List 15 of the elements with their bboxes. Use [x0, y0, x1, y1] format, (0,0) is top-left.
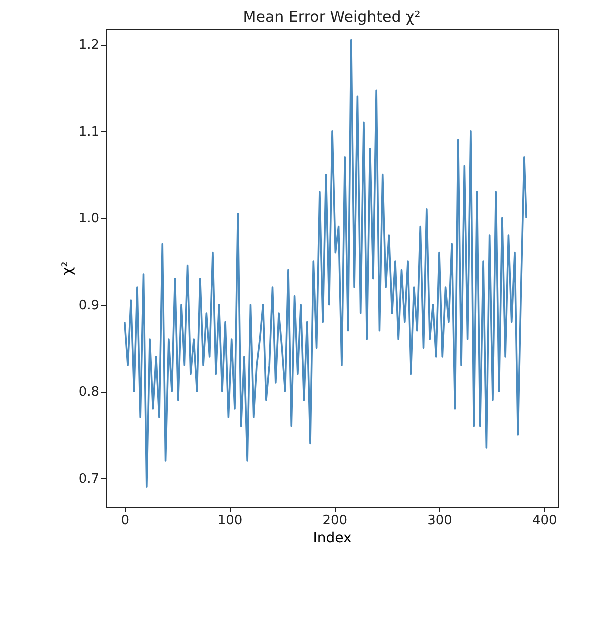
x-tick-label: 0 [121, 514, 130, 528]
chart-title: Mean Error Weighted χ² [243, 8, 421, 26]
x-axis-title: Index [313, 530, 352, 546]
y-tick-label: 0.8 [78, 385, 100, 400]
y-tick-label: 0.7 [78, 472, 100, 487]
y-tick-label: 0.9 [78, 298, 100, 314]
y-tick-label: 1.0 [78, 212, 100, 227]
x-tick-label: 300 [428, 514, 452, 528]
x-tick-label: 100 [218, 514, 243, 528]
y-axis-title: χ² [60, 262, 76, 276]
y-tick-label: 1.2 [78, 38, 100, 54]
line-series [124, 39, 528, 488]
x-tick-label: 200 [322, 514, 348, 528]
x-tick-label: 400 [532, 514, 558, 528]
y-tick-label: 1.1 [78, 124, 100, 140]
